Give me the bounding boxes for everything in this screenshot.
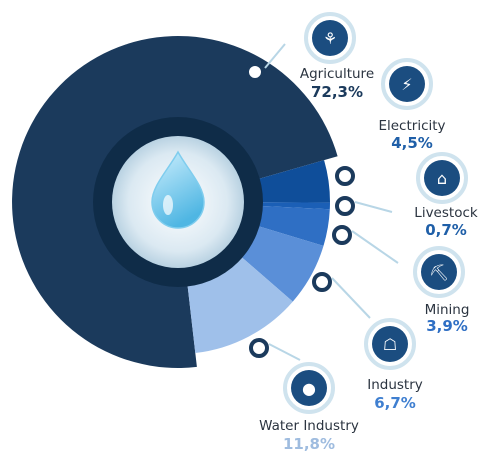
- label-electricity: Electricity: [378, 118, 445, 134]
- value-electricity: 4,5%: [391, 134, 433, 152]
- leader-agriculture: [264, 43, 286, 69]
- water-drop-icon: [151, 150, 205, 229]
- label-mining: Mining: [425, 302, 470, 318]
- industry-icon: ☖: [364, 318, 416, 370]
- svg-text:●: ●: [302, 379, 316, 398]
- water-industry-icon: ●: [283, 362, 335, 414]
- label-industry: Industry: [367, 377, 423, 393]
- leader-livestock: [354, 201, 393, 213]
- livestock-icon: ⌂: [416, 152, 468, 204]
- value-livestock: 0,7%: [425, 221, 467, 239]
- svg-text:⚡: ⚡: [401, 75, 412, 94]
- label-livestock: Livestock: [414, 205, 478, 221]
- marker-mining: [332, 225, 352, 245]
- marker-agriculture: [245, 62, 265, 82]
- svg-text:⛏: ⛏: [429, 263, 449, 282]
- value-industry: 6,7%: [374, 394, 416, 412]
- category-icons: ⚘ ⚡ ⌂ ⛏ ☖ ●: [283, 12, 468, 414]
- label-water-industry: Water Industry: [259, 418, 359, 434]
- leader-mining: [351, 230, 399, 264]
- electricity-icon: ⚡: [381, 58, 433, 110]
- value-agriculture: 72,3%: [311, 83, 363, 101]
- value-water-industry: 11,8%: [283, 435, 335, 453]
- marker-livestock: [335, 196, 355, 216]
- leader-water-industry: [268, 343, 301, 361]
- svg-text:⚘: ⚘: [323, 29, 337, 48]
- marker-industry: [312, 272, 332, 292]
- agriculture-icon: ⚘: [304, 12, 356, 64]
- svg-text:☖: ☖: [383, 335, 397, 354]
- label-agriculture: Agriculture: [300, 66, 374, 82]
- leader-lines: [245, 43, 399, 361]
- value-mining: 3,9%: [426, 317, 468, 335]
- marker-electricity: [335, 166, 355, 186]
- marker-water-industry: [249, 338, 269, 358]
- mining-icon: ⛏: [413, 246, 465, 298]
- leader-industry: [331, 277, 371, 319]
- svg-text:⌂: ⌂: [437, 169, 447, 188]
